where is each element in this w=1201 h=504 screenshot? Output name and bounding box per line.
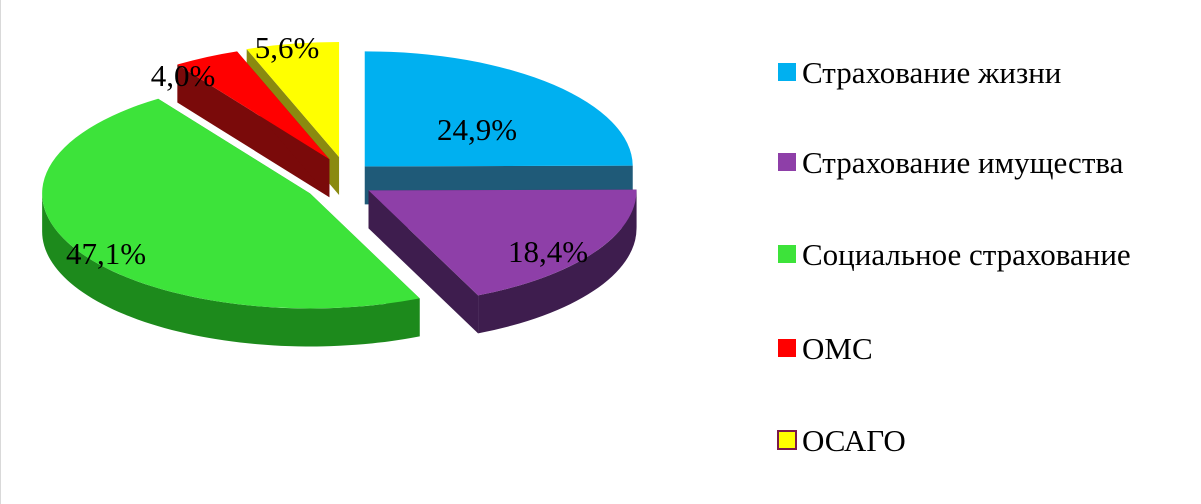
pie-slice-social bbox=[42, 98, 420, 347]
legend: Страхование жизни Страхование имущества … bbox=[777, 55, 1131, 458]
slice-rim-property-0 bbox=[478, 190, 637, 334]
slice-cut-face-property-1 bbox=[368, 190, 479, 334]
legend-swatch-social bbox=[778, 245, 796, 263]
data-label-social: 47,1% bbox=[66, 236, 146, 271]
legend-swatch-osago bbox=[777, 430, 797, 450]
slice-cut-face-oms-0 bbox=[177, 64, 330, 198]
data-label-osago: 5,6% bbox=[255, 30, 320, 65]
slice-top-property bbox=[368, 189, 637, 296]
slice-top-oms bbox=[177, 51, 330, 160]
slice-top-social bbox=[42, 98, 420, 309]
data-label-oms: 4,0% bbox=[151, 58, 216, 93]
pie-slice-oms bbox=[177, 51, 330, 198]
legend-swatch-oms bbox=[778, 339, 796, 357]
legend-label-oms: ОМС bbox=[802, 331, 873, 366]
data-label-property: 18,4% bbox=[508, 234, 588, 269]
chart-frame-edge bbox=[0, 0, 1, 504]
legend-label-life: Страхование жизни bbox=[802, 55, 1061, 90]
legend-label-osago: ОСАГО bbox=[802, 423, 906, 458]
slice-top-life bbox=[364, 51, 633, 167]
data-labels: 24,9% 18,4% 47,1% 4,0% 5,6% bbox=[66, 30, 588, 271]
legend-label-property: Страхование имущества bbox=[802, 145, 1124, 180]
pie-slices bbox=[42, 42, 637, 347]
pie-slice-property bbox=[368, 189, 637, 334]
slice-rim-social-0 bbox=[42, 193, 420, 347]
legend-label-social: Социальное страхование bbox=[802, 237, 1131, 272]
data-label-life: 24,9% bbox=[437, 112, 517, 147]
slice-top-osago bbox=[246, 42, 340, 158]
legend-swatch-property bbox=[778, 153, 796, 171]
legend-swatch-life bbox=[778, 63, 796, 81]
